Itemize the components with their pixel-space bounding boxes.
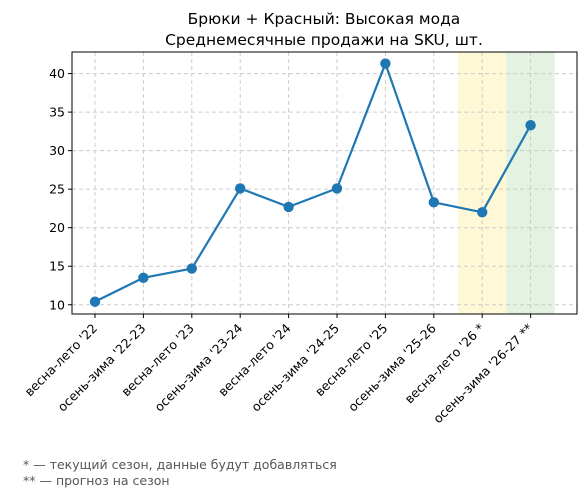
x-tick-label: осень-зима '23-24 (151, 320, 245, 414)
series-group (89, 58, 536, 307)
data-point (283, 201, 294, 213)
y-tick-label: 30 (49, 143, 65, 158)
y-tick-label: 25 (49, 182, 65, 197)
grid-lines (72, 52, 577, 314)
plot-frame (71, 51, 578, 315)
y-tick-label: 35 (49, 105, 65, 120)
data-point (525, 120, 536, 131)
data-point (428, 197, 439, 208)
highlight-band-forecast (506, 52, 555, 314)
y-tick-label: 10 (49, 297, 65, 312)
data-point (380, 58, 391, 69)
chart-title-line-2: Среднемесячные продажи на SKU, шт. (165, 31, 483, 49)
footnote-forecast: ** — прогноз на сезон (23, 473, 170, 488)
x-tick-label: осень-зима '26-27 ** (430, 321, 536, 427)
data-point (235, 183, 246, 194)
data-point (89, 296, 101, 307)
footnote-current-season: * — текущий сезон, данные будут добавлят… (23, 457, 337, 472)
y-tick-label: 40 (49, 66, 65, 81)
data-point (331, 183, 343, 194)
y-tick-label: 20 (49, 220, 65, 235)
data-point (186, 263, 197, 274)
x-tick-label: осень-зима '22-23 (55, 321, 149, 415)
data-point (138, 272, 149, 283)
series-line (94, 62, 532, 303)
y-axis: 10 15 20 25 30 35 40 (49, 66, 72, 312)
x-tick-label: осень-зима '25-26 (345, 320, 439, 414)
y-tick-label: 15 (49, 259, 65, 274)
data-point (477, 207, 488, 218)
x-tick-label: осень-зима '24-25 (248, 321, 342, 415)
chart-title-line-1: Брюки + Красный: Высокая мода (188, 10, 461, 28)
season-highlight-bands (458, 52, 555, 314)
